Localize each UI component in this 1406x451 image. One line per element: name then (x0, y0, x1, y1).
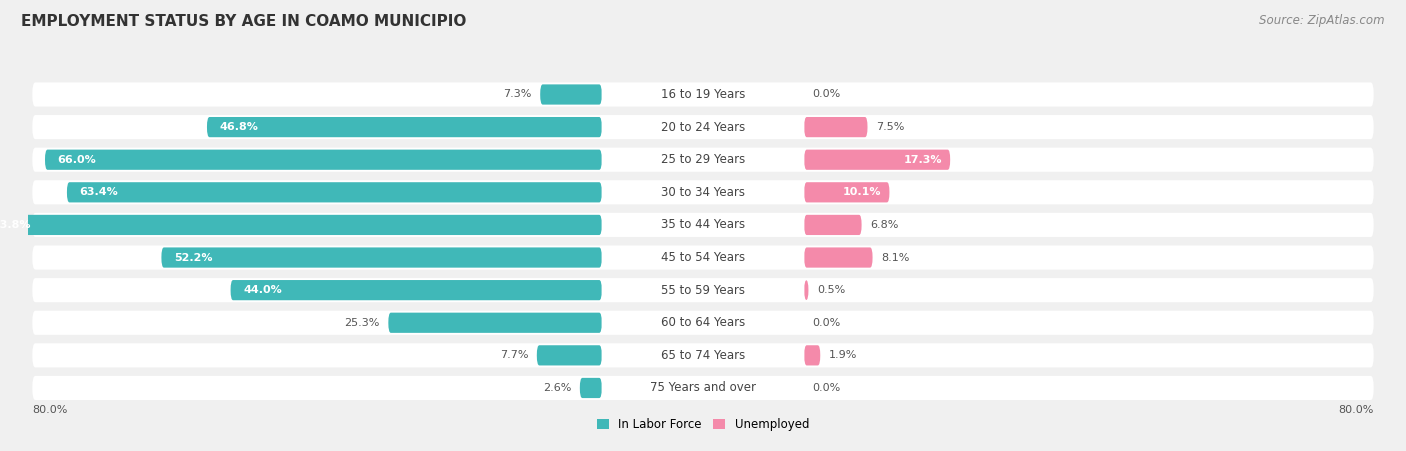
FancyBboxPatch shape (32, 180, 1374, 204)
Legend: In Labor Force, Unemployed: In Labor Force, Unemployed (598, 418, 808, 431)
Text: 44.0%: 44.0% (243, 285, 283, 295)
Text: 7.3%: 7.3% (503, 89, 531, 100)
Text: 66.0%: 66.0% (58, 155, 97, 165)
FancyBboxPatch shape (32, 115, 1374, 139)
Text: 0.5%: 0.5% (817, 285, 845, 295)
FancyBboxPatch shape (32, 376, 1374, 400)
Text: 65 to 74 Years: 65 to 74 Years (661, 349, 745, 362)
FancyBboxPatch shape (32, 213, 1374, 237)
Text: 7.7%: 7.7% (501, 350, 529, 360)
FancyBboxPatch shape (388, 313, 602, 333)
Text: 10.1%: 10.1% (842, 187, 882, 198)
FancyBboxPatch shape (602, 117, 804, 137)
Text: 73.8%: 73.8% (0, 220, 31, 230)
FancyBboxPatch shape (602, 280, 804, 300)
Text: 55 to 59 Years: 55 to 59 Years (661, 284, 745, 297)
FancyBboxPatch shape (602, 313, 804, 333)
FancyBboxPatch shape (602, 215, 804, 235)
Text: 30 to 34 Years: 30 to 34 Years (661, 186, 745, 199)
FancyBboxPatch shape (32, 245, 1374, 270)
Text: 35 to 44 Years: 35 to 44 Years (661, 218, 745, 231)
Text: 25 to 29 Years: 25 to 29 Years (661, 153, 745, 166)
FancyBboxPatch shape (0, 215, 602, 235)
Text: 25.3%: 25.3% (344, 318, 380, 328)
Text: 80.0%: 80.0% (32, 405, 67, 415)
Text: 52.2%: 52.2% (174, 253, 212, 262)
Text: Source: ZipAtlas.com: Source: ZipAtlas.com (1260, 14, 1385, 27)
FancyBboxPatch shape (804, 280, 808, 300)
FancyBboxPatch shape (602, 84, 804, 105)
Text: 80.0%: 80.0% (1339, 405, 1374, 415)
FancyBboxPatch shape (579, 378, 602, 398)
Text: 75 Years and over: 75 Years and over (650, 382, 756, 395)
Text: 16 to 19 Years: 16 to 19 Years (661, 88, 745, 101)
Text: 0.0%: 0.0% (813, 383, 841, 393)
FancyBboxPatch shape (602, 182, 804, 202)
FancyBboxPatch shape (804, 117, 868, 137)
Text: 17.3%: 17.3% (903, 155, 942, 165)
FancyBboxPatch shape (804, 215, 862, 235)
FancyBboxPatch shape (45, 150, 602, 170)
Text: 0.0%: 0.0% (813, 318, 841, 328)
FancyBboxPatch shape (602, 345, 804, 365)
FancyBboxPatch shape (804, 150, 950, 170)
FancyBboxPatch shape (207, 117, 602, 137)
FancyBboxPatch shape (804, 345, 820, 365)
Text: 0.0%: 0.0% (813, 89, 841, 100)
FancyBboxPatch shape (67, 182, 602, 202)
Text: 8.1%: 8.1% (882, 253, 910, 262)
Text: 46.8%: 46.8% (219, 122, 259, 132)
Text: 45 to 54 Years: 45 to 54 Years (661, 251, 745, 264)
FancyBboxPatch shape (602, 378, 804, 398)
FancyBboxPatch shape (32, 147, 1374, 172)
Text: 20 to 24 Years: 20 to 24 Years (661, 120, 745, 133)
Text: 2.6%: 2.6% (543, 383, 571, 393)
FancyBboxPatch shape (32, 278, 1374, 302)
FancyBboxPatch shape (602, 150, 804, 170)
FancyBboxPatch shape (32, 343, 1374, 368)
FancyBboxPatch shape (162, 248, 602, 267)
FancyBboxPatch shape (602, 248, 804, 267)
FancyBboxPatch shape (32, 311, 1374, 335)
FancyBboxPatch shape (32, 83, 1374, 106)
Text: 63.4%: 63.4% (80, 187, 118, 198)
Text: 60 to 64 Years: 60 to 64 Years (661, 316, 745, 329)
Text: 6.8%: 6.8% (870, 220, 898, 230)
Text: EMPLOYMENT STATUS BY AGE IN COAMO MUNICIPIO: EMPLOYMENT STATUS BY AGE IN COAMO MUNICI… (21, 14, 467, 28)
FancyBboxPatch shape (537, 345, 602, 365)
FancyBboxPatch shape (231, 280, 602, 300)
Text: 1.9%: 1.9% (828, 350, 858, 360)
Text: 7.5%: 7.5% (876, 122, 904, 132)
FancyBboxPatch shape (804, 182, 890, 202)
FancyBboxPatch shape (804, 248, 873, 267)
FancyBboxPatch shape (540, 84, 602, 105)
